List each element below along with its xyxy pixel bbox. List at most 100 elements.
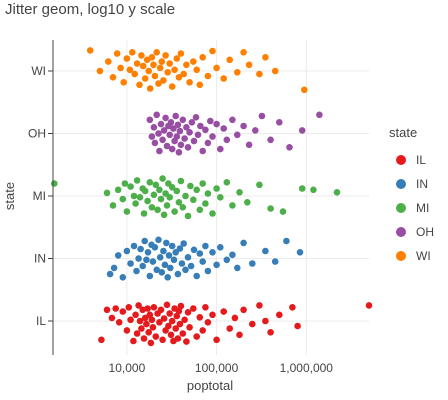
data-point-wi <box>256 70 263 78</box>
x-axis-title: poptotal <box>187 378 233 393</box>
data-point-wi <box>117 64 124 72</box>
data-point-wi <box>262 54 269 61</box>
data-point-wi <box>158 58 166 65</box>
data-point-wi <box>213 64 220 72</box>
data-point-il <box>289 304 296 311</box>
data-point-il <box>149 324 157 331</box>
data-point-mi <box>51 180 58 187</box>
data-point-in <box>193 272 200 280</box>
data-point-mi <box>140 210 148 217</box>
data-point-il <box>108 314 116 322</box>
data-point-in <box>163 239 170 247</box>
data-point-oh <box>207 117 214 125</box>
data-point-wi <box>123 55 131 62</box>
data-point-wi <box>177 50 185 57</box>
data-point-il <box>177 302 185 310</box>
data-point-in <box>139 262 146 270</box>
data-point-mi <box>333 189 341 196</box>
data-point-mi <box>163 202 171 209</box>
data-point-in <box>187 262 195 270</box>
data-point-mi <box>121 180 129 187</box>
data-point-il <box>209 311 216 319</box>
data-point-il <box>147 339 155 347</box>
data-point-wi <box>139 62 147 70</box>
data-point-mi <box>130 192 138 200</box>
x-tick-label: 100,000 <box>195 361 239 375</box>
y-tick-label: IL <box>36 314 46 328</box>
data-point-mi <box>119 195 127 203</box>
data-point-oh <box>276 119 283 126</box>
data-point-in <box>182 266 189 274</box>
data-point-mi <box>182 192 189 200</box>
chart-title: Jitter geom, log10 y scale <box>5 1 175 18</box>
data-point-in <box>133 267 140 275</box>
data-point-oh <box>186 129 193 136</box>
data-point-oh <box>183 124 190 131</box>
data-point-wi <box>196 81 204 89</box>
data-point-il <box>160 315 168 322</box>
data-point-oh <box>176 127 184 135</box>
data-point-oh <box>163 142 171 150</box>
data-point-wi <box>138 52 145 59</box>
data-point-mi <box>310 186 317 194</box>
data-point-wi <box>175 74 183 81</box>
data-point-in <box>172 249 179 256</box>
data-point-in <box>202 242 209 250</box>
data-point-oh <box>181 135 188 142</box>
data-point-oh <box>188 119 196 126</box>
data-point-oh <box>199 147 206 155</box>
data-point-in <box>158 269 166 276</box>
data-point-oh <box>298 127 306 134</box>
data-point-oh <box>204 139 212 147</box>
data-point-oh <box>223 136 231 144</box>
y-tick-label: MI <box>33 189 46 203</box>
data-point-il <box>165 322 172 330</box>
data-point-in <box>110 264 118 272</box>
data-point-il <box>220 308 227 315</box>
data-point-in <box>141 237 148 245</box>
data-point-wi <box>96 67 104 75</box>
data-point-mi <box>123 208 131 215</box>
data-points <box>51 47 373 347</box>
data-point-mi <box>154 206 161 214</box>
data-point-oh <box>167 119 175 126</box>
data-point-oh <box>159 136 166 144</box>
data-point-in <box>130 242 138 250</box>
data-point-mi <box>109 202 117 209</box>
x-tick-label: 1,000,000 <box>280 361 334 375</box>
data-point-mi <box>190 196 197 204</box>
data-point-oh <box>213 120 220 128</box>
y-axis-title: state <box>2 182 17 210</box>
data-point-il <box>199 327 206 334</box>
data-point-il <box>127 316 134 324</box>
data-point-il <box>148 316 156 324</box>
data-point-in <box>229 251 236 259</box>
data-point-wi <box>148 54 156 61</box>
data-point-mi <box>136 194 144 201</box>
data-point-il <box>144 305 151 312</box>
data-point-wi <box>245 61 253 69</box>
data-point-in <box>176 245 184 252</box>
data-point-wi <box>145 67 152 75</box>
data-point-mi <box>146 179 154 186</box>
data-point-il <box>159 336 166 344</box>
data-point-mi <box>209 210 216 217</box>
data-point-oh <box>267 136 274 144</box>
data-point-mi <box>173 187 181 195</box>
data-point-oh <box>192 114 200 121</box>
data-point-in <box>178 260 186 267</box>
legend-label-oh: OH <box>416 225 434 239</box>
data-point-wi <box>183 61 190 69</box>
data-point-il <box>146 311 154 319</box>
y-tick-label: IN <box>34 252 46 266</box>
data-point-il <box>140 335 148 342</box>
data-point-oh <box>153 111 160 119</box>
data-point-oh <box>166 131 173 139</box>
data-point-oh <box>155 130 162 137</box>
data-point-wi <box>226 56 233 64</box>
data-point-oh <box>217 145 224 153</box>
data-point-oh <box>220 125 227 132</box>
data-point-in <box>190 246 198 254</box>
data-point-in <box>119 274 127 281</box>
data-point-in <box>149 258 157 265</box>
